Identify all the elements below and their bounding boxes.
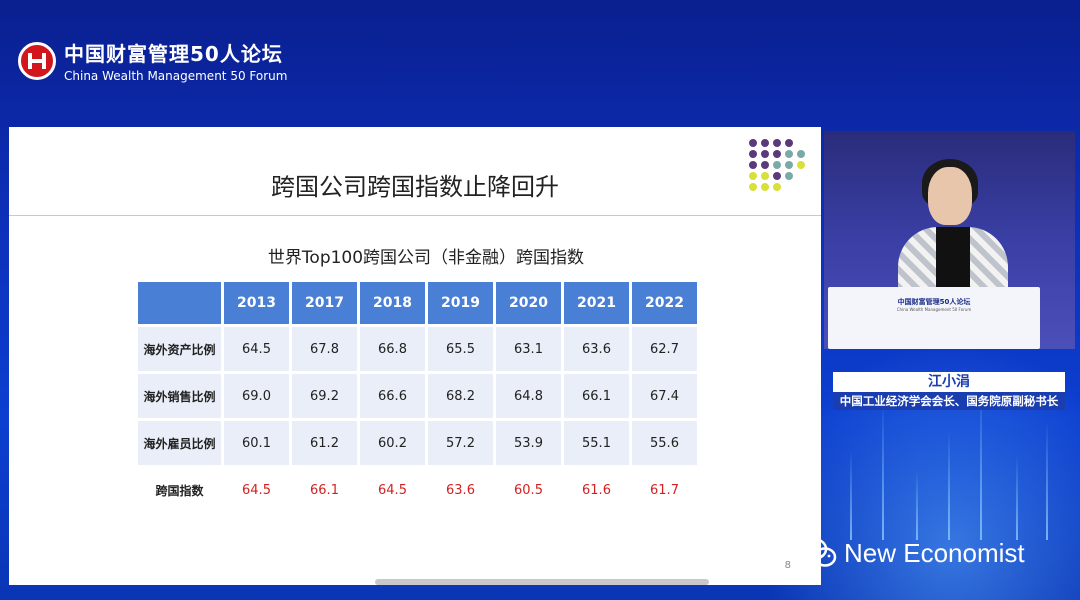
decorative-dot <box>773 139 781 147</box>
podium-subtitle: China Wealth Management 50 Forum <box>896 307 972 312</box>
row-label: 海外资产比例 <box>138 327 221 371</box>
table-cell: 66.8 <box>360 327 425 371</box>
table-cell: 53.9 <box>496 421 561 465</box>
decorative-dot <box>761 139 769 147</box>
table-row: 海外资产比例 64.5 67.8 66.8 65.5 63.1 63.6 62.… <box>138 327 697 371</box>
background-light-lines <box>820 360 1060 540</box>
speaker-face <box>928 167 972 225</box>
table-cell: 61.2 <box>292 421 357 465</box>
decorative-dot <box>773 183 781 191</box>
decorative-dot <box>785 172 793 180</box>
table-row: 海外雇员比例 60.1 61.2 60.2 57.2 53.9 55.1 55.… <box>138 421 697 465</box>
table-cell: 65.5 <box>428 327 493 371</box>
table-cell: 69.2 <box>292 374 357 418</box>
decorative-dot <box>761 172 769 180</box>
column-header: 2017 <box>292 282 357 324</box>
table-cell: 66.6 <box>360 374 425 418</box>
watermark: New Economist <box>800 536 1025 570</box>
table-row: 海外销售比例 69.0 69.2 66.6 68.2 64.8 66.1 67.… <box>138 374 697 418</box>
decorative-dot <box>761 150 769 158</box>
decorative-dot <box>773 150 781 158</box>
table-cell: 60.2 <box>360 421 425 465</box>
table-cell: 63.6 <box>564 327 629 371</box>
table-cell: 64.5 <box>224 327 289 371</box>
table-header-row: 2013 2017 2018 2019 2020 2021 2022 <box>138 282 697 324</box>
table-cell: 55.1 <box>564 421 629 465</box>
index-cell: 64.5 <box>224 468 289 512</box>
watermark-text: New Economist <box>844 537 1025 568</box>
slide-title: 跨国公司跨国指数止降回升 <box>271 173 559 201</box>
logo-english-name: China Wealth Management 50 Forum <box>64 69 288 83</box>
decorative-dot <box>761 161 769 169</box>
column-header: 2021 <box>564 282 629 324</box>
podium-title: 中国财富管理50人论坛 <box>897 298 971 306</box>
decorative-dot <box>749 183 757 191</box>
page-number: 8 <box>784 560 791 571</box>
decorative-dot <box>773 161 781 169</box>
index-cell: 64.5 <box>360 468 425 512</box>
logo-chinese-name: 中国财富管理50人论坛 <box>64 42 283 66</box>
presentation-slide: 跨国公司跨国指数止降回升 世界Top100跨国公司（非金融）跨国指数 2013 … <box>9 127 821 585</box>
decorative-dot <box>773 172 781 180</box>
table-cell: 62.7 <box>632 327 697 371</box>
table-corner-cell <box>138 282 221 324</box>
column-header: 2022 <box>632 282 697 324</box>
row-label: 海外雇员比例 <box>138 421 221 465</box>
column-header: 2019 <box>428 282 493 324</box>
table-cell: 69.0 <box>224 374 289 418</box>
decorative-dot <box>749 150 757 158</box>
decorative-dot <box>785 161 793 169</box>
decorative-dot <box>749 161 757 169</box>
table-cell: 60.1 <box>224 421 289 465</box>
table-cell: 55.6 <box>632 421 697 465</box>
forum-emblem-icon <box>18 41 56 80</box>
speaker-shirt <box>936 227 970 287</box>
podium: 中国财富管理50人论坛 China Wealth Management 50 F… <box>828 287 1040 349</box>
speaker-title: 中国工业经济学会会长、国务院原副秘书长 <box>833 392 1065 410</box>
table-cell: 68.2 <box>428 374 493 418</box>
column-header: 2020 <box>496 282 561 324</box>
speaker-video: 中国财富管理50人论坛 China Wealth Management 50 F… <box>824 131 1075 349</box>
forum-logo: 中国财富管理50人论坛 China Wealth Management 50 F… <box>18 38 287 83</box>
index-cell: 63.6 <box>428 468 493 512</box>
row-label: 跨国指数 <box>138 468 221 512</box>
index-cell: 66.1 <box>292 468 357 512</box>
decorative-dot <box>797 161 805 169</box>
speaker-name-card: 江小涓 中国工业经济学会会长、国务院原副秘书长 <box>833 372 1065 410</box>
decorative-dot <box>785 150 793 158</box>
table-cell: 64.8 <box>496 374 561 418</box>
index-cell: 60.5 <box>496 468 561 512</box>
title-divider <box>9 215 821 216</box>
column-header: 2018 <box>360 282 425 324</box>
speaker-name: 江小涓 <box>833 372 1065 392</box>
table-cell: 63.1 <box>496 327 561 371</box>
table-cell: 67.8 <box>292 327 357 371</box>
decorative-dot <box>761 183 769 191</box>
decorative-dot <box>749 139 757 147</box>
table-row-index: 跨国指数 64.5 66.1 64.5 63.6 60.5 61.6 61.7 <box>138 468 697 512</box>
table-cell: 67.4 <box>632 374 697 418</box>
horizontal-scrollbar[interactable] <box>375 579 709 585</box>
row-label: 海外销售比例 <box>138 374 221 418</box>
table-cell: 57.2 <box>428 421 493 465</box>
index-cell: 61.7 <box>632 468 697 512</box>
index-cell: 61.6 <box>564 468 629 512</box>
column-header: 2013 <box>224 282 289 324</box>
wechat-icon <box>800 537 837 567</box>
decorative-dot <box>785 139 793 147</box>
decorative-dot <box>797 150 805 158</box>
decorative-dot <box>749 172 757 180</box>
transnationality-table: 2013 2017 2018 2019 2020 2021 2022 海外资产比… <box>135 279 700 515</box>
table-title: 世界Top100跨国公司（非金融）跨国指数 <box>267 248 585 268</box>
table-cell: 66.1 <box>564 374 629 418</box>
